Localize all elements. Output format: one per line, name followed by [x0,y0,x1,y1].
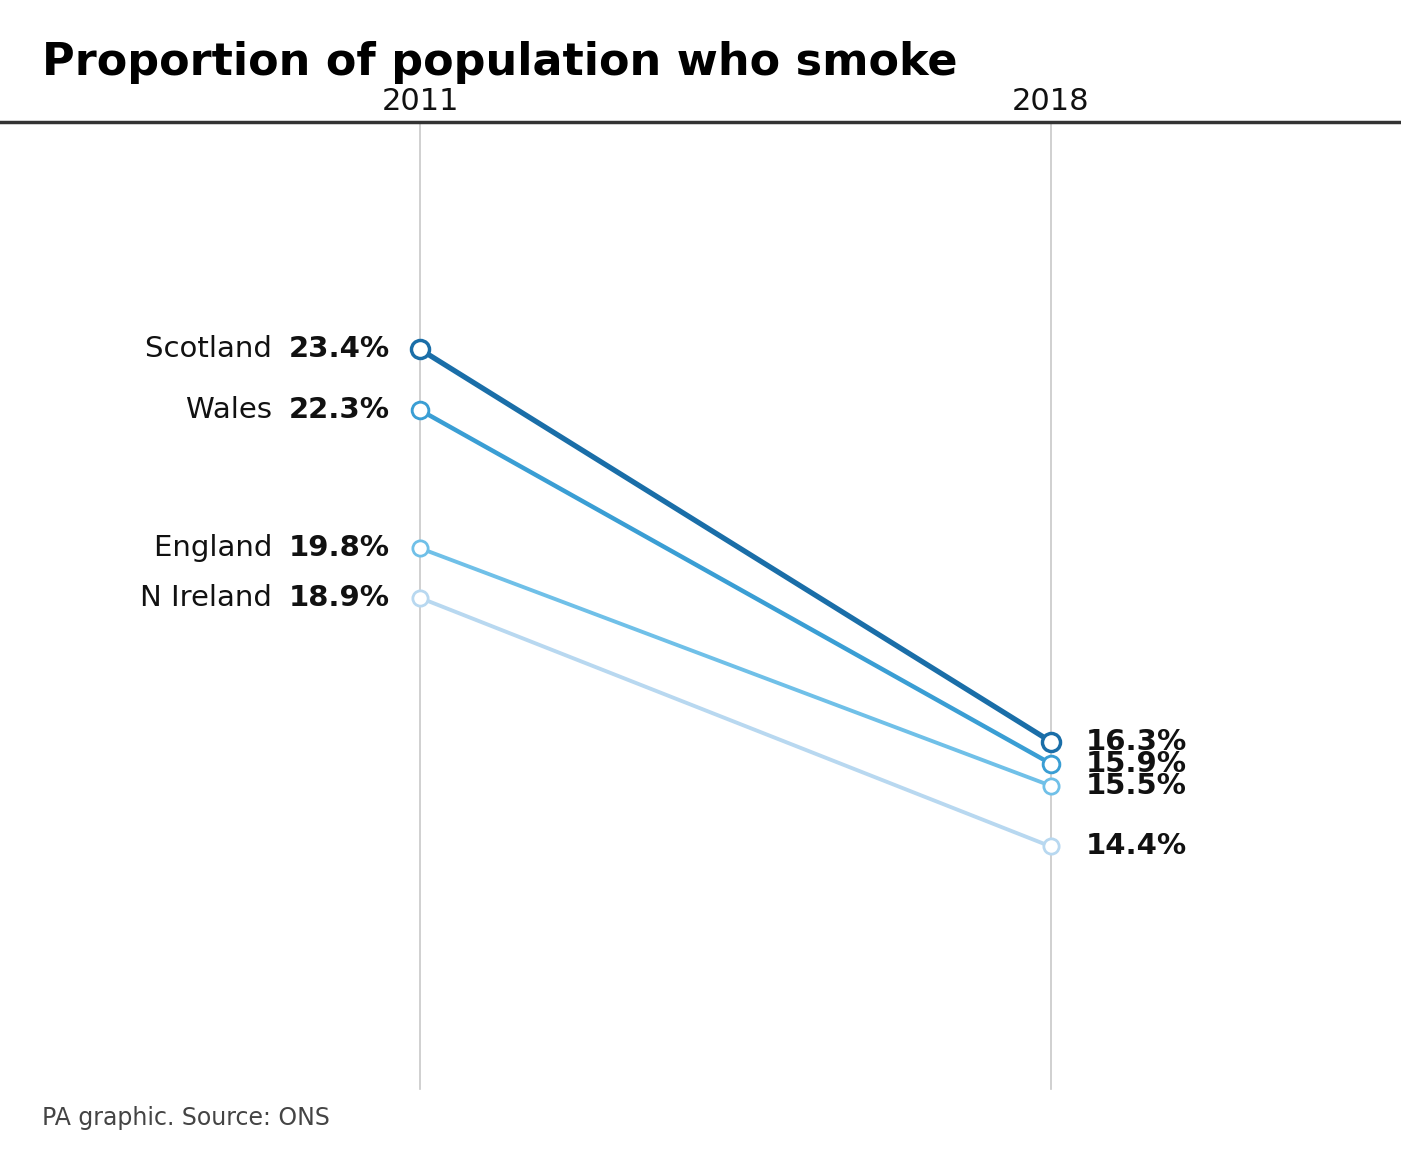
Text: 15.9%: 15.9% [1086,750,1187,778]
Text: N Ireland: N Ireland [140,584,282,612]
Text: 2018: 2018 [1012,87,1090,116]
Text: 23.4%: 23.4% [289,335,389,364]
Text: 19.8%: 19.8% [289,534,389,562]
Text: 18.9%: 18.9% [289,584,389,612]
Text: 2011: 2011 [381,87,460,116]
Text: 22.3%: 22.3% [289,396,389,424]
Text: 16.3%: 16.3% [1086,728,1187,756]
Text: 15.5%: 15.5% [1086,772,1187,800]
Text: Proportion of population who smoke: Proportion of population who smoke [42,41,957,83]
Text: Wales: Wales [186,396,282,424]
Text: 14.4%: 14.4% [1086,832,1187,860]
Text: PA graphic. Source: ONS: PA graphic. Source: ONS [42,1106,329,1130]
Text: Scotland: Scotland [146,335,282,364]
Text: England: England [154,534,282,562]
